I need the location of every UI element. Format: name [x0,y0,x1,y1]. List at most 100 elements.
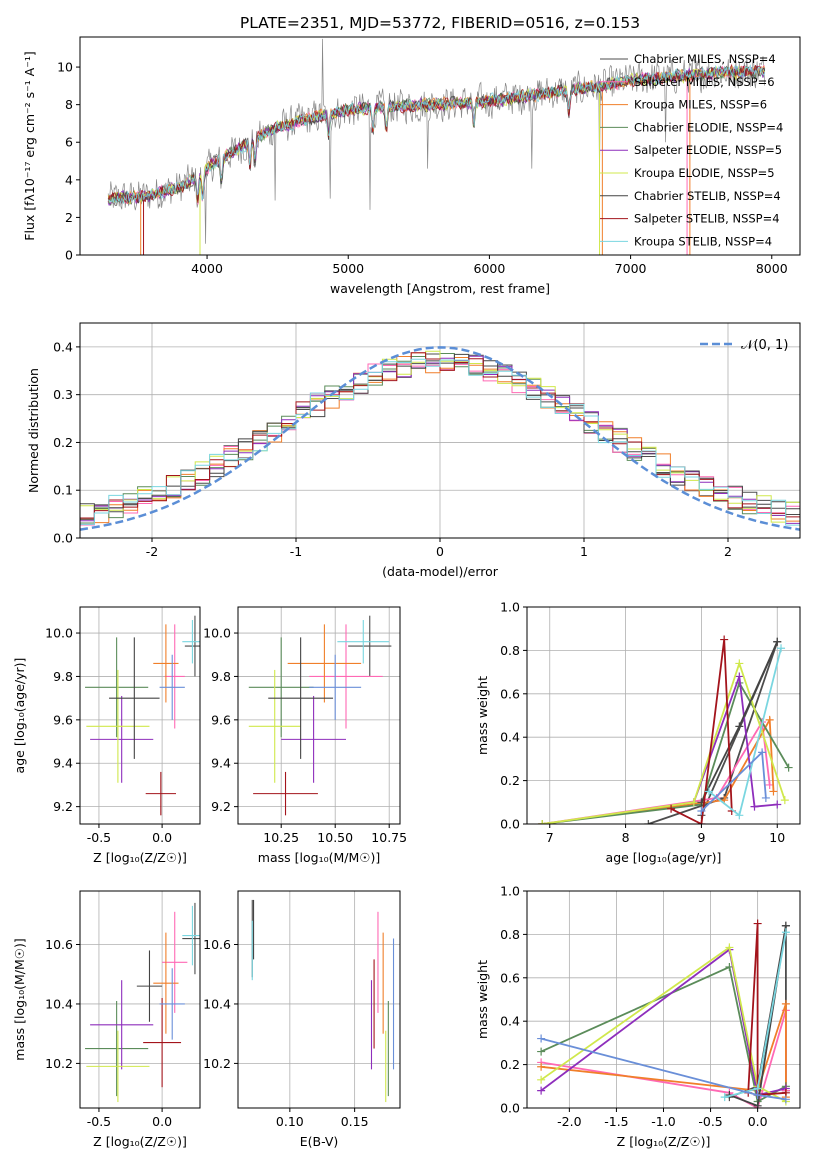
x-axis-label: E(B-V) [300,1134,339,1149]
weight-marker [773,637,782,646]
errorbar-point [164,624,185,729]
weight-marker [780,796,789,805]
legend-label: Chabrier MILES, NSSP=4 [634,52,776,66]
weight-marker [765,715,774,724]
y-tick-label: 9.4 [53,756,73,771]
x-axis-label: mass [log₁₀(M/M☉)] [258,850,380,865]
y-tick-label: 10 [57,60,73,75]
errorbar-point [153,624,179,703]
y-tick-label: 1.0 [500,884,520,899]
x-tick-label: -0.5 [698,1114,722,1129]
y-tick-label: 1.0 [500,600,520,615]
y-tick-label: 6 [65,135,73,150]
y-tick-label: 0.6 [500,686,520,701]
x-tick-label: 6000 [474,261,506,276]
weight-marker [537,1086,546,1095]
errorbar-point [86,669,150,783]
errorbar-point [109,637,160,759]
errorbar-point [248,637,314,738]
y-tick-label: 9.8 [211,669,231,684]
errorbar-point [182,620,200,664]
errorbar-point [309,624,383,729]
x-tick-label: 10.75 [371,830,407,845]
legend-label: Chabrier STELIB, NSSP=4 [634,189,781,203]
x-tick-label: 8000 [756,261,788,276]
x-axis-label: wavelength [Angstrom, rest frame] [330,281,550,296]
y-tick-label: 0.0 [500,1101,520,1116]
errorbar-point [268,637,334,759]
errorbar-point [136,950,163,1022]
y-tick-label: 10.6 [203,937,231,952]
spectrum-legend: Chabrier MILES, NSSP=4 Salpeter MILES, NS… [600,52,783,248]
panel-weight-vs-age: 7 8 9 10 0.0 0.2 0.4 0.6 0.8 1.0 age [log₁₀(age/yr… [475,600,801,865]
weight-series-line [542,680,790,824]
y-tick-label: 9.4 [211,756,231,771]
plot-area-age-vs-Z [85,615,200,816]
x-tick-label: 0.0 [748,1114,768,1129]
errorbar-point [248,669,301,783]
panel-mass-vs-Z: -0.5 0.0 10.2 10.4 10.6 Z [log₁₀(Z/Z☉)] mass [… [12,890,201,1149]
y-tick-label: 9.8 [53,669,73,684]
weight-marker [667,804,676,813]
y-tick-label: 0.4 [53,339,73,354]
residual-histogram [80,358,800,526]
weight-marker [735,722,744,731]
x-axis-label: Z [log₁₀(Z/Z☉)] [93,1134,187,1149]
x-tick-label: 0 [436,544,444,559]
x-tick-label: 0.0 [152,1114,172,1129]
weight-marker [537,1034,546,1043]
legend-label: Salpeter MILES, NSSP=6 [634,75,775,89]
x-tick-label: -0.5 [87,1114,111,1129]
x-tick-label: 9 [697,830,705,845]
x-tick-label: 7 [546,830,554,845]
weight-marker [689,798,698,807]
y-tick-label: 10.0 [45,626,73,641]
y-axis-label: age [log₁₀(age/yr)] [12,658,27,774]
weight-marker [537,1047,546,1056]
axes-frame [237,606,401,825]
legend-label: 𝒩(0, 1) [741,338,788,353]
x-tick-label: -0.5 [87,830,111,845]
weight-marker [644,820,653,824]
y-tick-label: 0.8 [500,927,520,942]
plot-area-weight-vs-age [538,635,793,824]
x-tick-label: -1.5 [604,1114,628,1129]
weight-marker [769,787,778,796]
weight-marker [537,1075,546,1084]
errorbar-point [281,695,346,783]
x-axis-label: Z [log₁₀(Z/Z☉)] [93,850,187,865]
figure-title: PLATE=2351, MJD=53772, FIBERID=0516, z=0… [240,14,640,32]
weight-marker [697,806,706,815]
y-tick-label: 10.2 [203,1056,231,1071]
plot-area-spectrum [107,38,766,255]
model-spectrum-line [107,64,766,205]
y-tick-label: 0.4 [500,730,520,745]
weight-marker [781,1095,790,1104]
legend-label: Salpeter STELIB, NSSP=4 [634,212,780,226]
weight-marker [773,800,782,809]
legend-label: Salpeter ELODIE, NSSP=5 [634,143,782,157]
weight-marker [758,748,767,757]
weight-series-line [542,660,786,824]
plot-area-residuals [80,346,800,531]
x-tick-label: -1.0 [651,1114,675,1129]
errorbar-point [85,1000,149,1097]
weight-marker [753,1090,762,1099]
y-tick-label: 0.0 [53,531,73,546]
y-axis-label: mass [log₁₀(M/M☉)] [12,938,27,1060]
y-axis-label: Normed distribution [26,368,41,493]
axes-frame [79,890,201,1109]
errorbar-point [85,637,149,738]
weight-marker [777,644,786,653]
plot-area-weight-vs-Z [537,919,790,1108]
errorbar-point [309,654,362,720]
weight-marker [735,811,744,820]
x-tick-label: 5000 [332,261,364,276]
weight-marker [753,1101,762,1108]
weight-marker [538,820,547,824]
weight-series-line [541,1003,787,1098]
errorbar-point [143,998,182,1088]
errorbar-point [145,771,176,816]
